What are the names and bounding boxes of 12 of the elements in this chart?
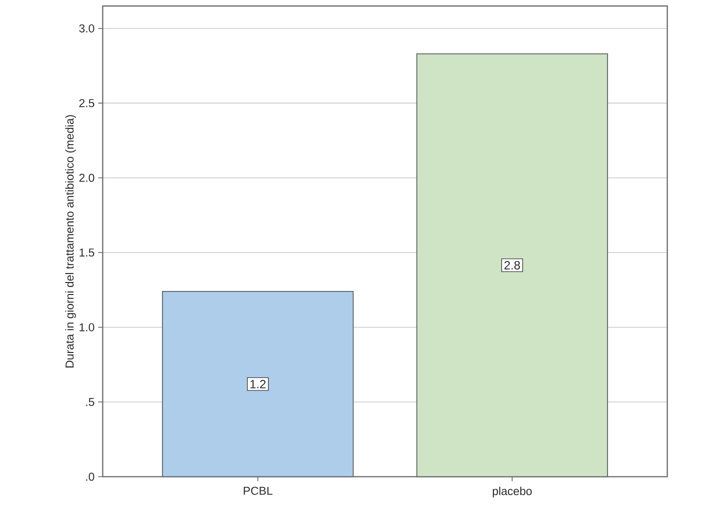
- data-label: 1.2: [250, 380, 266, 388]
- y-tick-label: 2.0: [79, 174, 94, 182]
- x-tick-label: PCBL: [244, 486, 272, 495]
- y-tick-label: .5: [86, 398, 94, 406]
- y-tick-label: 1.5: [80, 248, 94, 257]
- y-tick-label: .0: [86, 472, 94, 481]
- y-tick-label: 2.5: [79, 99, 94, 108]
- data-label: 2.8: [504, 261, 520, 270]
- y-tick-label: 1.0: [80, 323, 94, 332]
- x-tick-label: placebo: [492, 486, 532, 498]
- y-tick-label: 3.0: [79, 24, 94, 32]
- y-axis-title: Durata in giorni del trattamento antibiotico (media): [65, 115, 76, 368]
